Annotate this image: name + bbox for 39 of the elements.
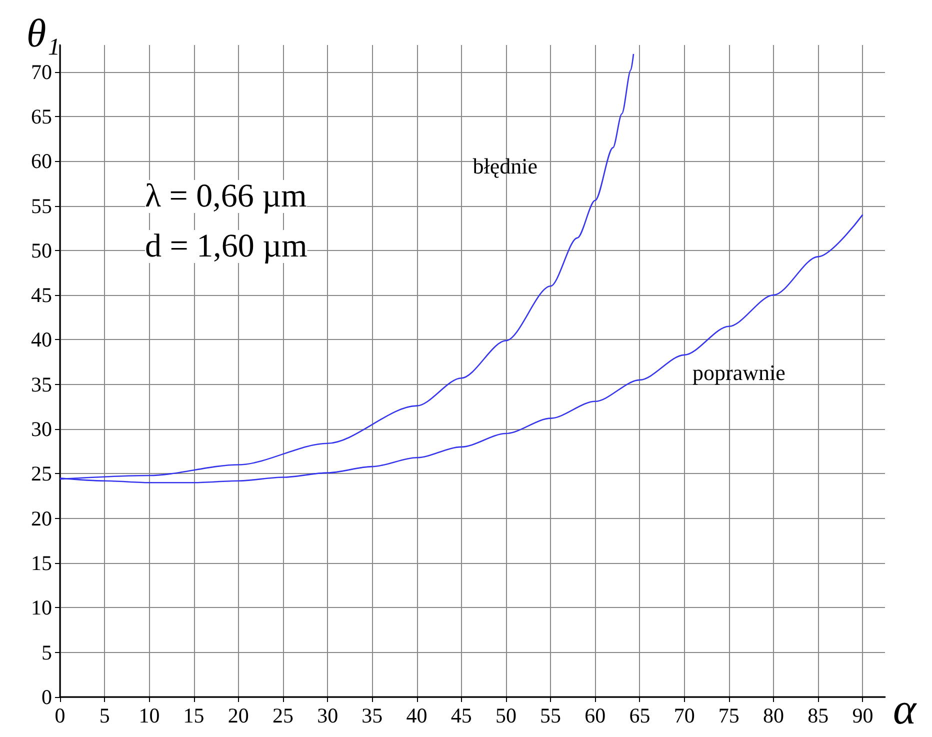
y-tick-label: 0	[42, 685, 52, 709]
y-tick-label: 10	[31, 596, 52, 620]
x-tick-label: 90	[852, 704, 874, 728]
y-tick-label: 50	[31, 238, 52, 262]
x-tick-label: 80	[763, 704, 784, 728]
y-tick-label: 25	[31, 462, 52, 486]
text: błędnie	[472, 154, 538, 179]
x-tick-label: 75	[718, 704, 740, 728]
x-tick-label: 10	[138, 704, 160, 728]
y-tick-label: 15	[31, 551, 52, 576]
y-tick-label: 55	[31, 194, 52, 218]
x-tick-label: 70	[674, 704, 695, 728]
series-label: poprawnie	[692, 360, 786, 385]
y-tick-label: 70	[31, 60, 52, 84]
x-tick-label: 30	[317, 704, 338, 728]
x-tick-label: 85	[808, 704, 829, 728]
x-tick-label: 50	[495, 704, 516, 728]
y-tick-label: 30	[31, 417, 52, 442]
x-tick-label: 45	[450, 704, 472, 728]
x-tick-label: 5	[99, 704, 110, 728]
x-tick-label: 55	[540, 704, 562, 728]
x-tick-label: 65	[629, 704, 650, 728]
y-tick-label: 40	[31, 328, 52, 352]
x-tick-label: 40	[406, 704, 428, 728]
annotation: d = 1,60 µm	[145, 228, 308, 264]
y-tick-label: 60	[31, 149, 52, 174]
x-tick-label: 35	[362, 704, 383, 728]
y-tick-label: 5	[42, 640, 52, 664]
y-axis-title: θ₁	[26, 10, 60, 56]
y-tick-label: 35	[31, 372, 52, 396]
x-tick-label: 60	[584, 704, 606, 728]
y-tick-label: 45	[31, 283, 52, 308]
y-tick-label: 20	[31, 506, 52, 530]
x-tick-label: 25	[272, 704, 294, 728]
x-tick-label: 20	[228, 704, 249, 728]
x-tick-label: 15	[183, 704, 204, 728]
y-tick-label: 65	[31, 104, 52, 128]
x-axis-title: α	[893, 684, 917, 734]
annotation: λ = 0,66 µm	[145, 178, 308, 214]
